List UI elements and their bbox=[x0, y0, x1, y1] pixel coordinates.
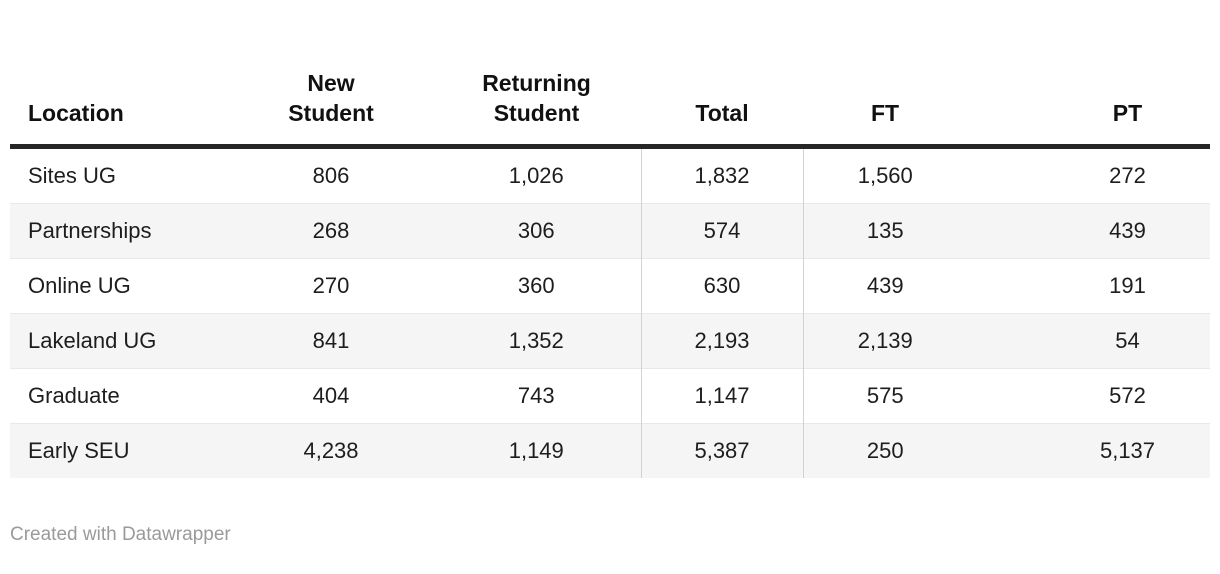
column-header-ft: FT bbox=[803, 38, 967, 149]
cell-returning: 1,352 bbox=[432, 313, 641, 369]
cell-pt: 272 bbox=[1109, 163, 1146, 188]
cell-location: Online UG bbox=[10, 258, 230, 314]
cell-ft: 135 bbox=[802, 203, 967, 259]
cell-ft: 250 bbox=[802, 423, 967, 478]
cell-total: 2,193 bbox=[640, 313, 803, 369]
cell-location: Sites UG bbox=[28, 163, 117, 188]
cell-ft: 575 bbox=[802, 368, 967, 424]
header-row: Location New Student Returning Student T… bbox=[10, 38, 1210, 149]
column-header-location: Location bbox=[10, 38, 230, 149]
cell-total: 1,832 bbox=[640, 146, 803, 204]
cell-total: 1,147 bbox=[640, 368, 803, 424]
table-body: Sites UG 806 1,026 1,832 1,560 272 Partn… bbox=[10, 146, 1210, 478]
cell-location: Early SEU bbox=[10, 423, 230, 478]
table-row-online-ug: Online UG 270 360 630 439 191 bbox=[10, 258, 1210, 314]
cell-pt: 572 bbox=[967, 368, 1210, 424]
cell-new: 841 bbox=[230, 313, 432, 369]
cell-ft: 439 bbox=[802, 258, 967, 314]
column-header-new-student: New Student bbox=[230, 38, 432, 149]
cell-returning: 306 bbox=[432, 203, 641, 259]
cell-new: 4,238 bbox=[230, 423, 432, 478]
table-row-lakeland-ug: Lakeland UG 841 1,352 2,193 2,139 54 bbox=[10, 313, 1210, 369]
table-header: Location New Student Returning Student T… bbox=[10, 38, 1210, 149]
table-row-graduate: Graduate 404 743 1,147 575 572 bbox=[10, 368, 1210, 424]
cell-location: Lakeland UG bbox=[10, 313, 230, 369]
cell-total: 574 bbox=[640, 203, 803, 259]
attribution-text: Created with Datawrapper bbox=[10, 524, 231, 545]
cell-pt: 439 bbox=[967, 203, 1210, 259]
cell-new: 268 bbox=[230, 203, 432, 259]
cell-new: 806 bbox=[312, 163, 350, 188]
column-header-pt: PT bbox=[967, 38, 1210, 149]
cell-total: 630 bbox=[640, 258, 803, 314]
table-row-sites-ug: Sites UG 806 1,026 1,832 1,560 272 bbox=[10, 146, 1210, 204]
cell-returning: 1,149 bbox=[432, 423, 641, 478]
table-row-early-seu: Early SEU 4,238 1,149 5,387 250 5,137 bbox=[10, 423, 1210, 478]
enrollment-table: Location New Student Returning Student T… bbox=[10, 38, 1210, 478]
cell-new: 404 bbox=[230, 368, 432, 424]
column-header-total: Total bbox=[641, 38, 803, 149]
column-header-returning-student: Returning Student bbox=[432, 38, 641, 149]
cell-location: Partnerships bbox=[10, 203, 230, 259]
cell-new: 270 bbox=[230, 258, 432, 314]
cell-location: Graduate bbox=[10, 368, 230, 424]
cell-returning: 743 bbox=[432, 368, 641, 424]
cell-pt: 54 bbox=[967, 313, 1210, 369]
cell-returning: 360 bbox=[432, 258, 641, 314]
cell-ft: 1,560 bbox=[802, 146, 967, 204]
cell-ft: 2,139 bbox=[802, 313, 967, 369]
datawrapper-embed: Location New Student Returning Student T… bbox=[0, 38, 1220, 546]
cell-pt: 5,137 bbox=[967, 423, 1210, 478]
table-row-partnerships: Partnerships 268 306 574 135 439 bbox=[10, 203, 1210, 259]
cell-returning: 1,026 bbox=[508, 163, 564, 188]
cell-total: 5,387 bbox=[640, 423, 803, 478]
cell-pt: 191 bbox=[967, 258, 1210, 314]
